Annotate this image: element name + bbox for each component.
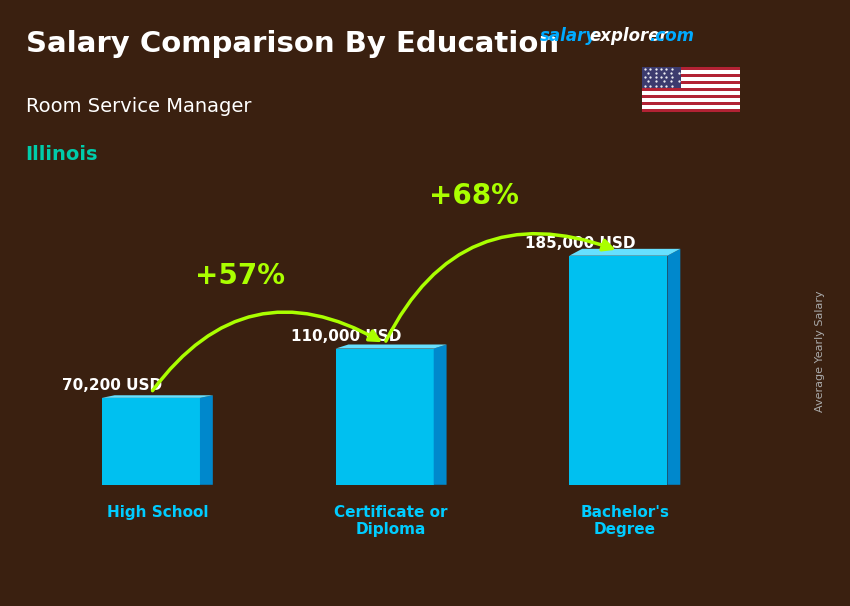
Text: High School: High School [106,505,208,519]
Text: Room Service Manager: Room Service Manager [26,97,251,116]
Bar [642,81,740,84]
Bar [642,67,681,88]
Polygon shape [570,256,667,485]
Polygon shape [570,249,680,256]
Text: +57%: +57% [195,262,285,290]
Bar [642,95,740,98]
Text: Salary Comparison By Education: Salary Comparison By Education [26,30,558,58]
Text: Illinois: Illinois [26,145,98,164]
Polygon shape [667,249,680,485]
Bar [642,74,740,77]
Bar [642,77,740,81]
Text: Certificate or
Diploma: Certificate or Diploma [334,505,448,537]
Polygon shape [102,398,200,485]
Bar [642,67,740,70]
Text: 185,000 USD: 185,000 USD [524,236,635,251]
Text: +68%: +68% [428,182,518,210]
Text: .com: .com [649,27,694,45]
Bar [642,84,740,88]
Polygon shape [434,344,446,485]
Text: 110,000 USD: 110,000 USD [291,329,401,344]
Polygon shape [336,348,434,485]
Bar [642,70,740,74]
Bar [642,108,740,112]
Bar [642,105,740,108]
Polygon shape [336,344,446,348]
Bar [642,98,740,102]
Bar [642,91,740,95]
Polygon shape [200,395,212,485]
Polygon shape [102,395,212,398]
Bar [642,88,740,91]
Text: salary: salary [540,27,597,45]
Text: explorer: explorer [589,27,668,45]
Text: Average Yearly Salary: Average Yearly Salary [815,291,825,412]
Text: Bachelor's
Degree: Bachelor's Degree [581,505,669,537]
Bar [642,102,740,105]
Text: 70,200 USD: 70,200 USD [62,378,162,393]
